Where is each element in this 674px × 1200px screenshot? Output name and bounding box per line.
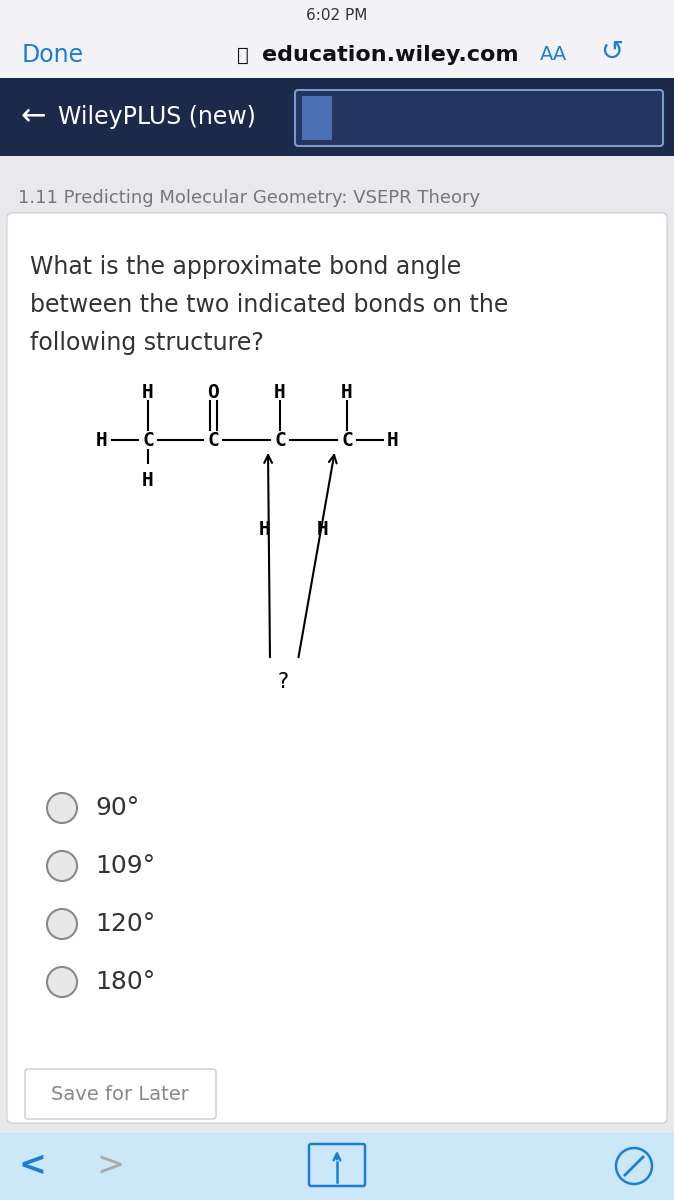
Text: ←: ← bbox=[20, 102, 46, 132]
Circle shape bbox=[47, 967, 77, 997]
Text: <: < bbox=[18, 1150, 46, 1182]
Text: education.wiley.com: education.wiley.com bbox=[262, 44, 518, 65]
Text: following structure?: following structure? bbox=[30, 331, 264, 355]
Bar bbox=[0, 156, 674, 1200]
Text: AA: AA bbox=[540, 46, 568, 65]
Text: What is the approximate bond angle: What is the approximate bond angle bbox=[30, 254, 461, 278]
Circle shape bbox=[47, 851, 77, 881]
Text: C: C bbox=[207, 431, 219, 450]
Text: 90°: 90° bbox=[95, 796, 140, 820]
Text: C: C bbox=[341, 431, 353, 450]
Bar bbox=[0, 78, 674, 156]
Text: O: O bbox=[207, 383, 219, 402]
Text: H: H bbox=[341, 383, 353, 402]
FancyBboxPatch shape bbox=[295, 90, 663, 146]
Text: H: H bbox=[274, 383, 286, 402]
Text: 🔒: 🔒 bbox=[237, 46, 249, 65]
Text: C: C bbox=[274, 431, 286, 450]
Text: 1.11 Predicting Molecular Geometry: VSEPR Theory: 1.11 Predicting Molecular Geometry: VSEP… bbox=[18, 188, 480, 206]
Bar bbox=[302, 96, 332, 140]
Text: 180°: 180° bbox=[95, 970, 155, 994]
Text: ↺: ↺ bbox=[600, 38, 623, 66]
Text: H: H bbox=[96, 431, 108, 450]
Circle shape bbox=[47, 910, 77, 938]
Text: 109°: 109° bbox=[95, 854, 155, 878]
Bar bbox=[0, 1133, 674, 1200]
Text: Save for Later: Save for Later bbox=[51, 1085, 189, 1104]
FancyBboxPatch shape bbox=[25, 1069, 216, 1118]
Text: H: H bbox=[142, 383, 154, 402]
Text: between the two indicated bonds on the: between the two indicated bonds on the bbox=[30, 293, 508, 317]
FancyBboxPatch shape bbox=[7, 214, 667, 1123]
Text: Done: Done bbox=[22, 43, 84, 67]
Text: 6:02 PM: 6:02 PM bbox=[306, 8, 368, 24]
Text: >: > bbox=[96, 1150, 124, 1182]
Text: H: H bbox=[387, 431, 399, 450]
Text: C: C bbox=[142, 431, 154, 450]
Text: H: H bbox=[259, 521, 271, 539]
Text: H: H bbox=[317, 521, 329, 539]
Text: 120°: 120° bbox=[95, 912, 155, 936]
Text: H: H bbox=[142, 470, 154, 490]
Text: ?: ? bbox=[278, 672, 288, 692]
Text: WileyPLUS (new): WileyPLUS (new) bbox=[58, 104, 256, 128]
Circle shape bbox=[47, 793, 77, 823]
